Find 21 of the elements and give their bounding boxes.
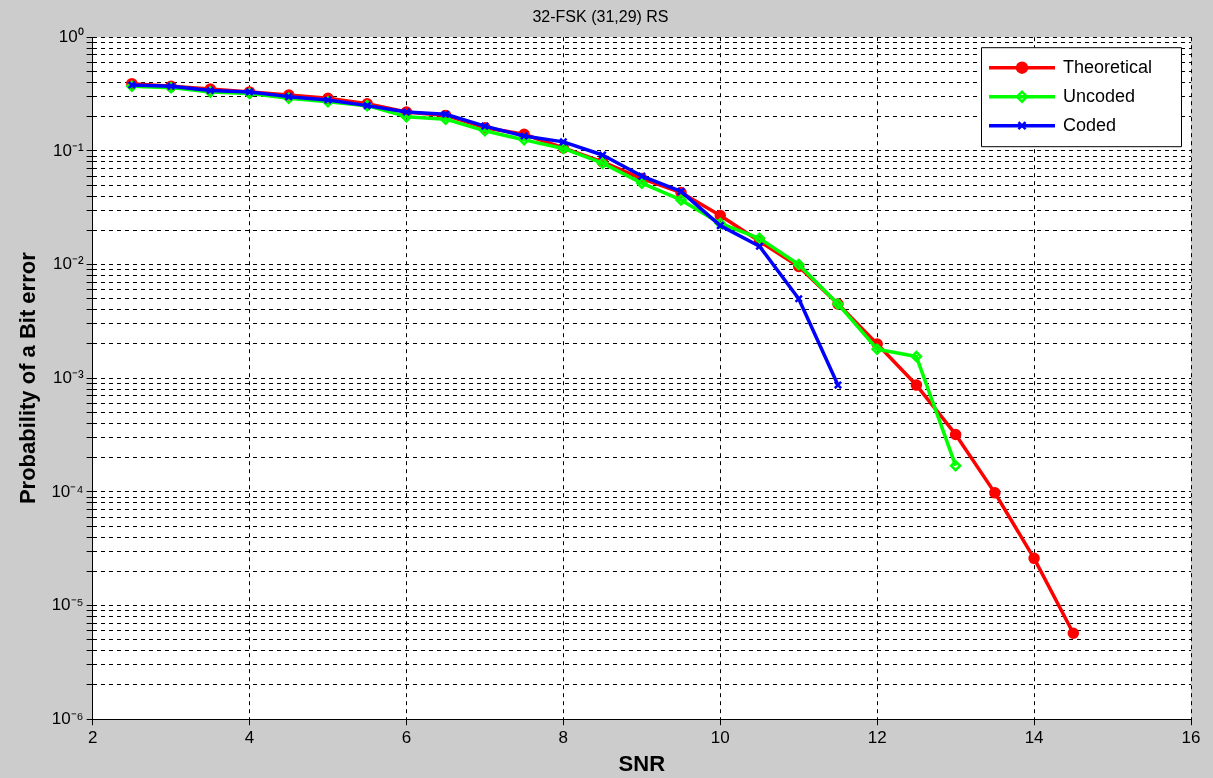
y-tick-label: 10⁻⁶ (51, 708, 84, 728)
x-tick-label: 12 (867, 728, 887, 748)
chart-title: 32-FSK (31,29) RS (532, 8, 669, 26)
x-tick-label: 6 (401, 728, 412, 748)
x-tick-label: 8 (558, 728, 569, 748)
y-axis-title: Probability of a Bit error (15, 251, 41, 505)
y-tick-label: 10⁰ (58, 26, 84, 46)
x-tick-label: 10 (710, 728, 730, 748)
y-tick-label: 10⁻¹ (53, 140, 84, 160)
x-axis-title: SNR (618, 750, 666, 776)
x-tick-label: 2 (87, 728, 98, 748)
legend-label: Theoretical (1063, 56, 1153, 77)
y-tick-label: 10⁻⁵ (51, 595, 84, 615)
y-tick-label: 10⁻³ (53, 367, 84, 387)
x-tick-label: 16 (1181, 728, 1201, 748)
y-tick-label: 10⁻⁴ (51, 481, 84, 501)
legend-label: Uncoded (1063, 85, 1136, 106)
x-tick-label: 14 (1024, 728, 1044, 748)
x-tick-label: 4 (244, 728, 255, 748)
legend-label: Coded (1063, 114, 1117, 135)
y-tick-label: 10⁻² (53, 254, 84, 274)
